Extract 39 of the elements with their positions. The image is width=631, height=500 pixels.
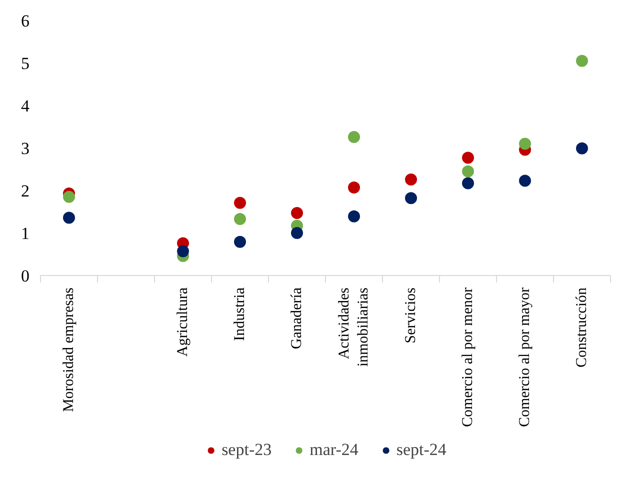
point (348, 182, 360, 194)
legend-label: sept-23 (222, 440, 272, 460)
point (291, 207, 303, 220)
x-tick-label: Comercio al por mayor (517, 287, 533, 428)
y-tick-label: 3 (21, 139, 30, 158)
point (576, 54, 588, 67)
legend-label: sept-24 (396, 440, 446, 460)
x-tick-label: Agricultura (175, 287, 191, 357)
x-tick-label: Servicios (403, 287, 419, 344)
point (234, 236, 246, 248)
point (234, 196, 246, 209)
x-tick-label: Construcción (574, 287, 590, 368)
point (63, 212, 75, 224)
x-tick-label: Morosidad empresas (61, 287, 77, 412)
point (405, 173, 417, 186)
point (348, 210, 360, 222)
y-tick-label: 1 (21, 224, 30, 243)
point (177, 245, 189, 258)
x-tick-label: Comercio al por menor (460, 287, 476, 428)
y-tick-label: 4 (21, 96, 30, 116)
point (462, 152, 474, 164)
point (576, 142, 588, 154)
x-tick-label: Ganadería (289, 287, 305, 350)
point (405, 192, 417, 204)
point (519, 138, 531, 150)
x-tick-label: Actividades inmobiliarias (336, 287, 372, 367)
y-tick-label: 6 (21, 12, 30, 30)
y-tick-label: 5 (21, 54, 30, 73)
point (291, 227, 303, 239)
point (348, 130, 360, 143)
point (519, 174, 531, 187)
point (234, 212, 246, 225)
point (63, 190, 75, 203)
y-tick-label: 0 (21, 266, 30, 286)
y-tick-label: 2 (21, 182, 30, 200)
point (462, 177, 474, 190)
point (462, 165, 474, 178)
x-tick-label: Industria (232, 287, 248, 341)
legend-label: mar-24 (310, 440, 358, 460)
